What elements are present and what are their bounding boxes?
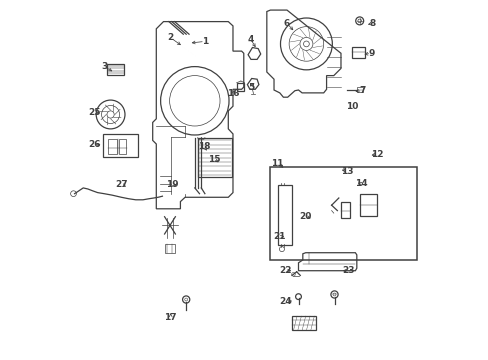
- Bar: [107, 64, 124, 75]
- Text: 4: 4: [247, 35, 254, 44]
- Bar: [356, 87, 362, 92]
- Text: 18: 18: [198, 143, 210, 152]
- Text: 26: 26: [87, 140, 100, 149]
- Text: 22: 22: [279, 266, 291, 275]
- Text: 2: 2: [167, 33, 173, 42]
- Text: 8: 8: [368, 19, 375, 28]
- Bar: [270, 167, 416, 260]
- Bar: [236, 83, 244, 91]
- Bar: [164, 244, 175, 253]
- Text: 12: 12: [370, 150, 383, 158]
- Bar: [119, 139, 126, 154]
- Text: 19: 19: [166, 180, 179, 189]
- Text: 27: 27: [115, 180, 127, 189]
- Text: 6: 6: [283, 19, 289, 28]
- Text: 11: 11: [271, 159, 284, 168]
- Bar: [291, 316, 316, 330]
- Text: 17: 17: [164, 313, 177, 322]
- Text: 5: 5: [247, 83, 254, 91]
- Text: 3: 3: [101, 62, 107, 71]
- Text: 9: 9: [367, 49, 374, 58]
- Text: 24: 24: [279, 297, 292, 306]
- Text: 7: 7: [359, 86, 365, 95]
- Text: 25: 25: [87, 108, 100, 117]
- Text: 15: 15: [207, 154, 220, 163]
- Text: 13: 13: [340, 166, 353, 175]
- Text: 1: 1: [202, 37, 207, 46]
- Text: 14: 14: [354, 179, 367, 188]
- Bar: [351, 47, 365, 58]
- Text: 20: 20: [298, 212, 310, 221]
- Bar: [277, 185, 291, 245]
- Bar: [107, 139, 117, 154]
- Bar: [340, 202, 349, 218]
- Text: 16: 16: [226, 89, 239, 98]
- Bar: [359, 194, 376, 216]
- Text: 23: 23: [341, 266, 354, 275]
- Text: 21: 21: [273, 233, 285, 241]
- Bar: [198, 138, 231, 177]
- Text: 10: 10: [345, 102, 357, 111]
- Bar: [103, 134, 137, 157]
